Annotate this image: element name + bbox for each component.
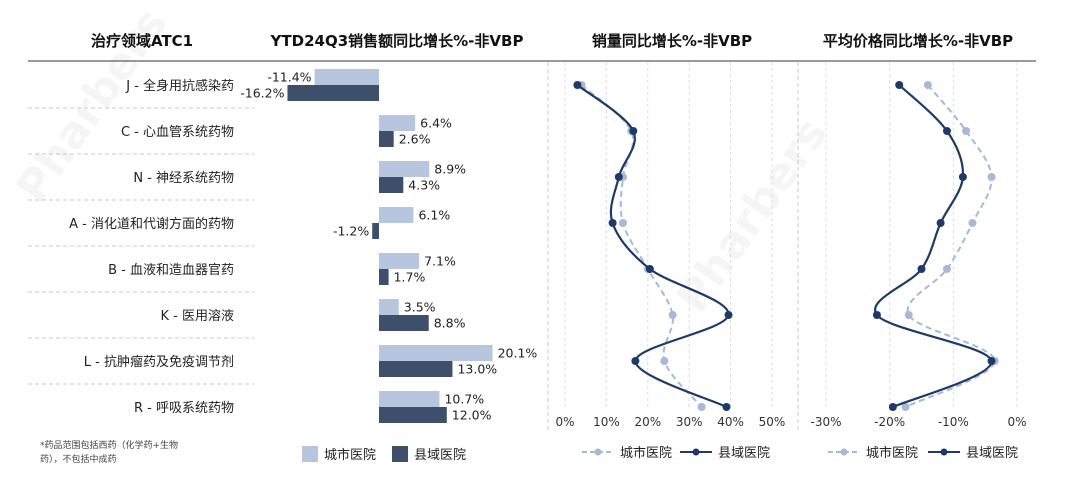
data-label: 3.5% [404,300,436,315]
legend-marker-county [940,448,948,456]
data-label: 4.3% [408,178,440,193]
volume-point-county [573,81,582,89]
bar-county [372,223,379,239]
legend-marker-city [594,448,602,456]
volume-point-county [629,127,638,135]
price-point-city [901,403,910,411]
price-point-county [936,219,945,227]
data-label: 6.1% [418,208,450,223]
footnote-line-2: 药），不包括中成药 [40,453,117,465]
category-label: J - 全身用抗感染药 [125,78,234,94]
legend-label-county: 县域医院 [966,446,1018,461]
legend-swatch-city [302,446,318,462]
legend-swatch-county [392,446,408,462]
header-price: 平均价格同比增长%-非VBP [823,32,1013,50]
data-label: 1.7% [394,270,426,285]
volume-point-county [724,311,733,319]
volume-point-city [668,311,677,319]
legend-label-county: 县域医院 [414,448,466,463]
price-point-city [987,173,996,181]
bar-county [287,85,379,101]
data-label: 2.6% [399,132,431,147]
header-volume: 销量同比增长%-非VBP [592,32,752,50]
price-point-county [872,311,881,319]
price-point-city [968,219,977,227]
legend-label-city: 城市医院 [866,445,918,461]
header-category: 治疗领域ATC1 [91,32,193,50]
data-label: 12.0% [452,408,492,423]
data-label: 8.8% [434,316,466,331]
price-tick-label: -30% [810,415,841,429]
data-label: -11.4% [267,70,311,85]
price-tick-label: -10% [938,415,969,429]
legend-label-city: 城市医院 [620,445,672,461]
bar-city [379,207,414,223]
price-point-county [895,81,904,89]
data-label: 7.1% [424,254,456,269]
price-point-city [904,311,913,319]
volume-point-county [722,403,731,411]
volume-point-county [608,219,617,227]
volume-tick-label: 20% [634,415,661,429]
volume-series-line-county [576,84,730,408]
volume-point-county [614,173,623,181]
volume-tick-label: 0% [555,415,574,429]
category-label: K - 医用溶液 [161,309,234,324]
bar-county [379,177,404,193]
bar-city [379,115,416,131]
price-series-line-county [873,84,993,408]
price-point-county [987,357,996,365]
volume-tick-label: 40% [717,415,744,429]
category-label: R - 呼吸系统药物 [134,401,234,416]
bar-city [314,69,379,85]
price-tick-label: 0% [1007,415,1026,429]
volume-tick-label: 30% [676,415,703,429]
data-label: 20.1% [498,346,538,361]
price-point-city [923,81,932,89]
volume-tick-label: 10% [593,415,620,429]
footnote-line-1: *药品范围包括西药（化学药+生物 [40,439,178,451]
volume-point-county [645,265,654,273]
legend-label-city: 城市医院 [324,447,376,463]
legend-marker-city [840,448,848,456]
category-label: L - 抗肿瘤药及免疫调节剂 [84,354,234,370]
bar-county [379,131,394,147]
price-point-county [958,173,967,181]
data-label: 8.9% [434,162,466,177]
volume-tick-label: 50% [759,415,786,429]
bar-county [379,269,389,285]
price-tick-label: -20% [874,415,905,429]
data-label: -16.2% [240,86,284,101]
bar-county [379,407,447,423]
category-label: B - 血液和造血器官药 [108,262,234,278]
category-label: C - 心血管系统药物 [121,125,234,140]
price-point-county [942,127,951,135]
category-label: N - 神经系统药物 [133,171,234,186]
price-point-county [917,265,926,273]
legend-marker-county [692,448,700,456]
header-sales: YTD24Q3销售额同比增长%-非VBP [270,32,524,50]
category-label: A - 消化道和代谢方面的药物 [69,216,234,232]
bar-city [379,161,430,177]
data-label: 6.4% [420,116,452,131]
bar-city [379,345,493,361]
bar-county [379,315,429,331]
data-label: 13.0% [457,362,497,377]
bar-city [379,253,420,269]
bar-city [379,391,440,407]
volume-point-city [618,219,627,227]
price-point-county [888,403,897,411]
volume-point-city [697,403,706,411]
volume-series-line-city [580,84,703,408]
data-label: -1.2% [333,224,369,239]
bar-city [379,299,399,315]
volume-point-city [660,357,669,365]
bar-county [379,361,453,377]
price-point-city [942,265,951,273]
price-point-city [962,127,971,135]
volume-point-county [631,357,640,365]
data-label: 10.7% [444,392,484,407]
legend-label-county: 县域医院 [718,446,770,461]
